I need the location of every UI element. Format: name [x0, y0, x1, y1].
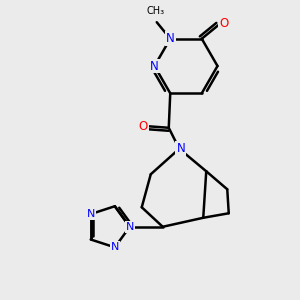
Text: N: N	[176, 142, 185, 155]
Text: O: O	[219, 17, 228, 30]
Text: N: N	[150, 59, 159, 73]
Text: N: N	[166, 32, 175, 45]
Text: CH₃: CH₃	[146, 6, 164, 16]
Text: N: N	[126, 222, 134, 232]
Text: N: N	[111, 242, 119, 252]
Text: N: N	[86, 209, 95, 219]
Text: O: O	[138, 120, 148, 133]
Text: N: N	[126, 222, 134, 232]
